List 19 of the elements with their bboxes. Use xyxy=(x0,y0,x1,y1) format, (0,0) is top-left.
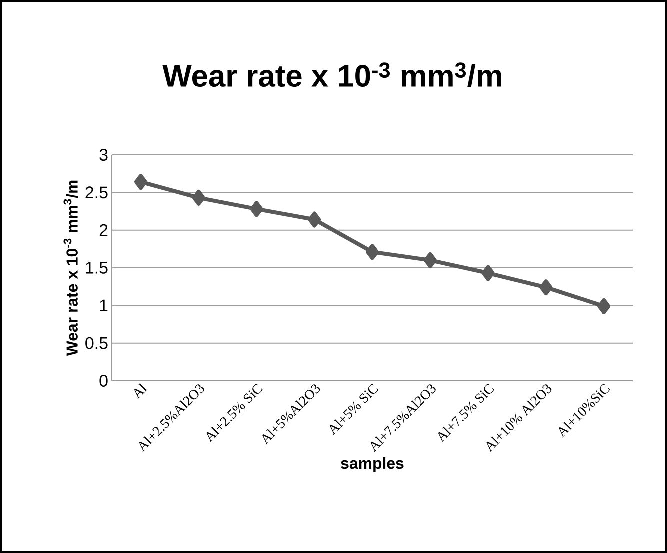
y-axis-title: Wear rate x 10$^{-3}$ mm$^{3}$/m xyxy=(64,180,78,356)
point xyxy=(308,212,322,228)
point xyxy=(192,190,206,206)
x-axis-title: samples xyxy=(341,457,404,472)
y-tick-label: 2.5 xyxy=(86,186,108,199)
point xyxy=(482,265,495,282)
point xyxy=(250,201,264,218)
y-tick-label: 1 xyxy=(100,300,108,312)
point xyxy=(598,298,611,314)
y-tick-label: 2 xyxy=(100,224,108,236)
chart-title: Wear rate x 10$^{-3}$ mm$^{3}$/m xyxy=(162,62,502,88)
point xyxy=(424,252,437,268)
y-tick-label: 0.5 xyxy=(86,337,108,350)
point xyxy=(134,174,148,190)
y-tick-label: 1.5 xyxy=(86,262,108,274)
point xyxy=(366,244,380,260)
y-tick-label: 3 xyxy=(100,148,108,161)
y-tick-label: 0 xyxy=(100,374,108,387)
point xyxy=(540,280,553,296)
